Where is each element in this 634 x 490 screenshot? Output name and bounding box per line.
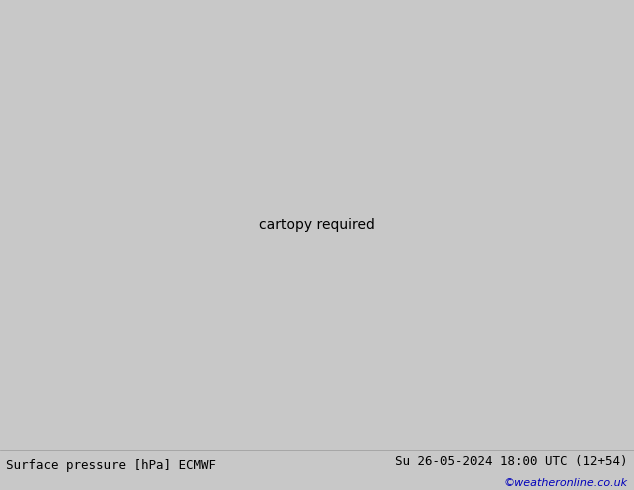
Text: cartopy required: cartopy required — [259, 218, 375, 232]
Text: Surface pressure [hPa] ECMWF: Surface pressure [hPa] ECMWF — [6, 460, 216, 472]
Text: ©weatheronline.co.uk: ©weatheronline.co.uk — [503, 478, 628, 488]
Text: Su 26-05-2024 18:00 UTC (12+54): Su 26-05-2024 18:00 UTC (12+54) — [395, 455, 628, 467]
